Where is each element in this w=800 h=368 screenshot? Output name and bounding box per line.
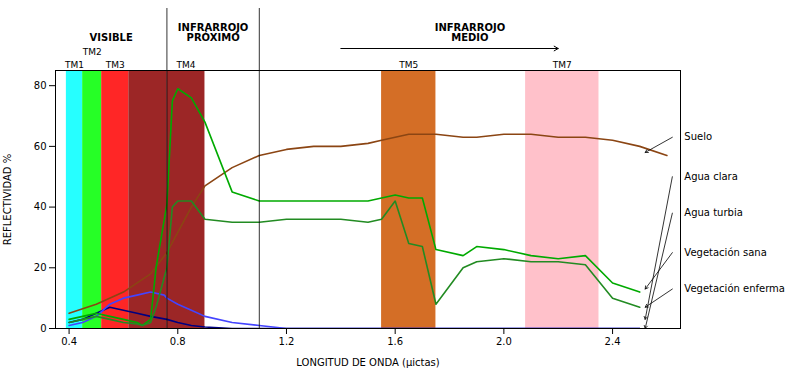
svg-text:Agua turbia: Agua turbia xyxy=(684,207,742,218)
svg-text:INFRARROJOPRÓXIMO: INFRARROJOPRÓXIMO xyxy=(178,22,248,43)
svg-text:80: 80 xyxy=(34,80,47,91)
svg-text:0.4: 0.4 xyxy=(61,336,77,347)
svg-text:LONGITUD DE ONDA (μictas): LONGITUD DE ONDA (μictas) xyxy=(296,357,439,368)
svg-text:2.0: 2.0 xyxy=(496,336,512,347)
svg-text:60: 60 xyxy=(34,141,47,152)
svg-text:Suelo: Suelo xyxy=(684,131,712,142)
svg-text:20: 20 xyxy=(34,262,47,273)
svg-text:VISIBLE: VISIBLE xyxy=(90,32,133,43)
svg-text:1.2: 1.2 xyxy=(279,336,295,347)
svg-text:INFRARROJOMEDIO: INFRARROJOMEDIO xyxy=(435,22,505,43)
svg-text:TM7: TM7 xyxy=(552,60,572,70)
svg-text:TM4: TM4 xyxy=(175,60,195,70)
svg-text:Agua clara: Agua clara xyxy=(684,171,737,182)
svg-text:REFLECTIVIDAD %: REFLECTIVIDAD % xyxy=(2,154,13,245)
svg-text:0: 0 xyxy=(40,323,46,334)
svg-text:1.6: 1.6 xyxy=(387,336,403,347)
svg-text:2.4: 2.4 xyxy=(605,336,621,347)
svg-text:40: 40 xyxy=(34,201,47,212)
svg-text:TM3: TM3 xyxy=(105,60,125,70)
svg-text:Vegetación enferma: Vegetación enferma xyxy=(684,283,785,294)
svg-text:TM1: TM1 xyxy=(64,60,84,70)
svg-text:TM2: TM2 xyxy=(82,47,102,57)
svg-text:Vegetación sana: Vegetación sana xyxy=(684,247,766,258)
svg-text:TM5: TM5 xyxy=(398,60,418,70)
svg-text:0.8: 0.8 xyxy=(170,336,186,347)
